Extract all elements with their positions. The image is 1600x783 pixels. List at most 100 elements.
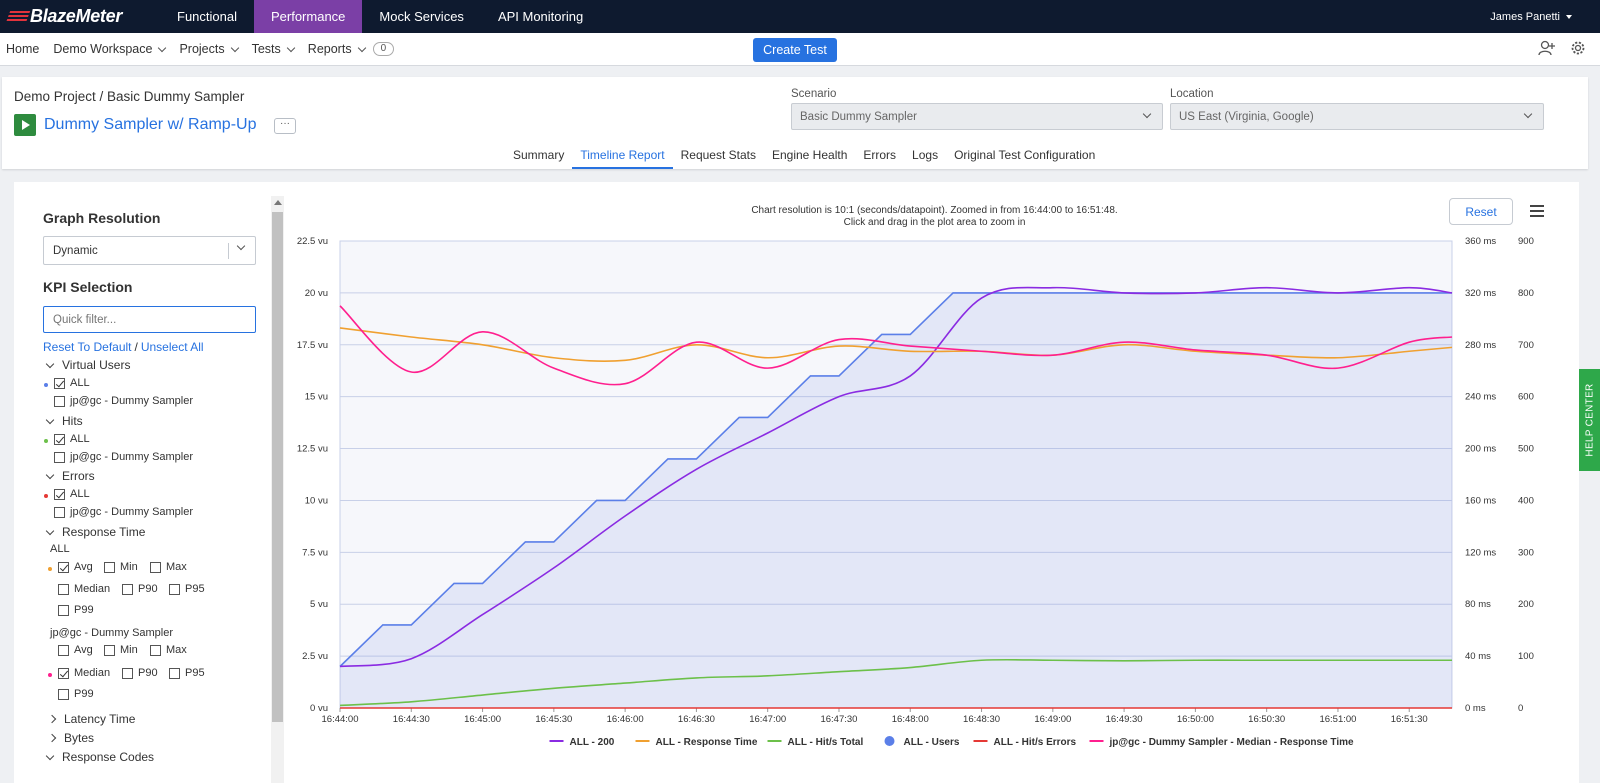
group-response-codes[interactable]: Response Codes: [45, 750, 154, 764]
topnav-functional[interactable]: Functional: [177, 9, 237, 24]
checkbox[interactable]: [58, 644, 69, 656]
checkbox[interactable]: [58, 688, 69, 700]
y-tick-label-left: 20 vu: [305, 288, 328, 299]
graph-resolution-select[interactable]: Dynamic: [43, 236, 256, 265]
checkbox[interactable]: [54, 451, 65, 463]
x-tick-label: 16:45:30: [535, 714, 572, 725]
y-tick-label-right-ms: 80 ms: [1465, 599, 1491, 610]
nav-tests[interactable]: Tests: [246, 42, 302, 56]
test-name[interactable]: Dummy Sampler w/ Ramp-Up: [44, 116, 257, 133]
kpi-hits-all[interactable]: ALL: [44, 433, 90, 445]
x-tick-label: 16:49:00: [1034, 714, 1071, 725]
rt-all-p99[interactable]: P99: [58, 604, 94, 616]
nav-home[interactable]: Home: [6, 42, 40, 56]
checkbox[interactable]: [54, 433, 65, 445]
location-select[interactable]: US East (Virginia, Google): [1170, 103, 1544, 130]
chart-menu-icon[interactable]: [1530, 205, 1544, 217]
rt-sampler-p90[interactable]: P90: [122, 667, 158, 679]
topnav-api-monitoring[interactable]: API Monitoring: [497, 9, 584, 24]
breadcrumb[interactable]: Demo Project / Basic Dummy Sampler: [14, 89, 245, 104]
checkbox[interactable]: [54, 377, 65, 389]
blazemeter-logo[interactable]: BlazeMeter: [0, 0, 160, 33]
create-test-button[interactable]: Create Test: [753, 38, 837, 62]
kpi-errors-sampler[interactable]: jp@gc - Dummy Sampler: [54, 506, 193, 518]
kpi-hits-sampler[interactable]: jp@gc - Dummy Sampler: [54, 451, 193, 463]
rt-sampler-p95[interactable]: P95: [169, 667, 205, 679]
group-bytes[interactable]: Bytes: [47, 731, 94, 745]
checkbox[interactable]: [54, 395, 65, 407]
group-hits[interactable]: Hits: [45, 414, 83, 428]
x-tick-label: 16:44:00: [322, 714, 359, 725]
y-tick-label-right: 800: [1518, 288, 1534, 299]
group-latency-time[interactable]: Latency Time: [47, 712, 135, 726]
kpi-users-sampler[interactable]: jp@gc - Dummy Sampler: [54, 395, 193, 407]
checkbox[interactable]: [58, 604, 69, 616]
tab-timeline-report[interactable]: Timeline Report: [572, 145, 673, 169]
tab-logs[interactable]: Logs: [912, 148, 939, 162]
nav-projects[interactable]: Projects: [173, 42, 245, 56]
rt-sampler-min[interactable]: Min: [104, 644, 138, 656]
checkbox[interactable]: [58, 667, 69, 679]
kpi-users-all[interactable]: ALL: [44, 377, 90, 389]
chevron-down-icon: [236, 241, 246, 251]
scrollbar-thumb[interactable]: [272, 212, 283, 722]
checkbox[interactable]: [122, 667, 133, 679]
checkbox[interactable]: [54, 488, 65, 500]
more-options-button[interactable]: ···: [274, 118, 296, 134]
rt-all-avg[interactable]: Avg: [48, 561, 93, 573]
rt-all-p95[interactable]: P95: [169, 583, 205, 595]
y-tick-label-right: 900: [1518, 236, 1534, 247]
run-test-button[interactable]: [14, 114, 36, 136]
topnav-performance[interactable]: Performance: [253, 0, 363, 33]
tab-errors[interactable]: Errors: [863, 148, 897, 162]
chevron-down-icon: [158, 43, 167, 52]
reports-count-badge: 0: [372, 42, 395, 56]
checkbox[interactable]: [58, 583, 69, 595]
rt-all-max[interactable]: Max: [150, 561, 187, 573]
help-center-tab[interactable]: HELP CENTER: [1579, 369, 1600, 471]
checkbox[interactable]: [122, 583, 133, 595]
checkbox[interactable]: [54, 506, 65, 518]
chevron-right-icon: [47, 733, 57, 743]
legend-item: ALL - Users: [904, 737, 960, 748]
user-menu[interactable]: James Panetti: [1490, 0, 1572, 33]
reset-zoom-button[interactable]: Reset: [1449, 198, 1513, 225]
rt-sampler-median[interactable]: Median: [48, 667, 110, 679]
tab-original-test-configuration[interactable]: Original Test Configuration: [954, 148, 1096, 162]
group-virtual-users[interactable]: Virtual Users: [45, 358, 130, 372]
chart-svg[interactable]: 0 vu 0 ms 0 2.5 vu 40 ms 100 5 vu 80 ms 200 7.5 v…: [290, 182, 1579, 783]
rt-sampler-avg[interactable]: Avg: [58, 644, 93, 656]
rt-sampler-max[interactable]: Max: [150, 644, 187, 656]
rt-all-p90[interactable]: P90: [122, 583, 158, 595]
topnav-mock-services[interactable]: Mock Services: [379, 9, 464, 24]
series-line: [339, 305, 1453, 386]
checkbox[interactable]: [150, 644, 161, 656]
sidebar-scrollbar[interactable]: [271, 196, 284, 783]
rt-all-median[interactable]: Median: [58, 583, 110, 595]
tab-summary[interactable]: Summary: [513, 148, 565, 162]
checkbox[interactable]: [104, 561, 115, 573]
nav-workspace[interactable]: Demo Workspace: [47, 42, 173, 56]
add-user-icon[interactable]: [1538, 40, 1556, 56]
chevron-down-icon: [45, 470, 55, 479]
checkbox[interactable]: [169, 667, 180, 679]
scenario-select[interactable]: Basic Dummy Sampler: [791, 103, 1163, 130]
nav-reports[interactable]: Reports 0: [302, 42, 402, 56]
rt-sampler-p99[interactable]: P99: [58, 688, 94, 700]
kpi-quick-filter-input[interactable]: [43, 306, 256, 333]
checkbox[interactable]: [169, 583, 180, 595]
group-response-time[interactable]: Response Time: [45, 525, 145, 539]
tab-request-stats[interactable]: Request Stats: [680, 148, 756, 162]
checkbox[interactable]: [58, 561, 69, 573]
checkbox[interactable]: [150, 561, 161, 573]
unselect-all-link[interactable]: Unselect All: [140, 340, 204, 354]
checkbox[interactable]: [104, 644, 115, 656]
rt-all-min[interactable]: Min: [104, 561, 138, 573]
group-errors[interactable]: Errors: [45, 469, 95, 483]
gear-icon[interactable]: [1570, 40, 1586, 56]
tab-engine-health[interactable]: Engine Health: [771, 148, 848, 162]
y-tick-label-right: 600: [1518, 392, 1534, 403]
kpi-errors-all[interactable]: ALL: [44, 488, 90, 500]
scroll-up-arrow-icon[interactable]: [274, 200, 282, 205]
reset-to-default-link[interactable]: Reset To Default: [43, 340, 132, 354]
